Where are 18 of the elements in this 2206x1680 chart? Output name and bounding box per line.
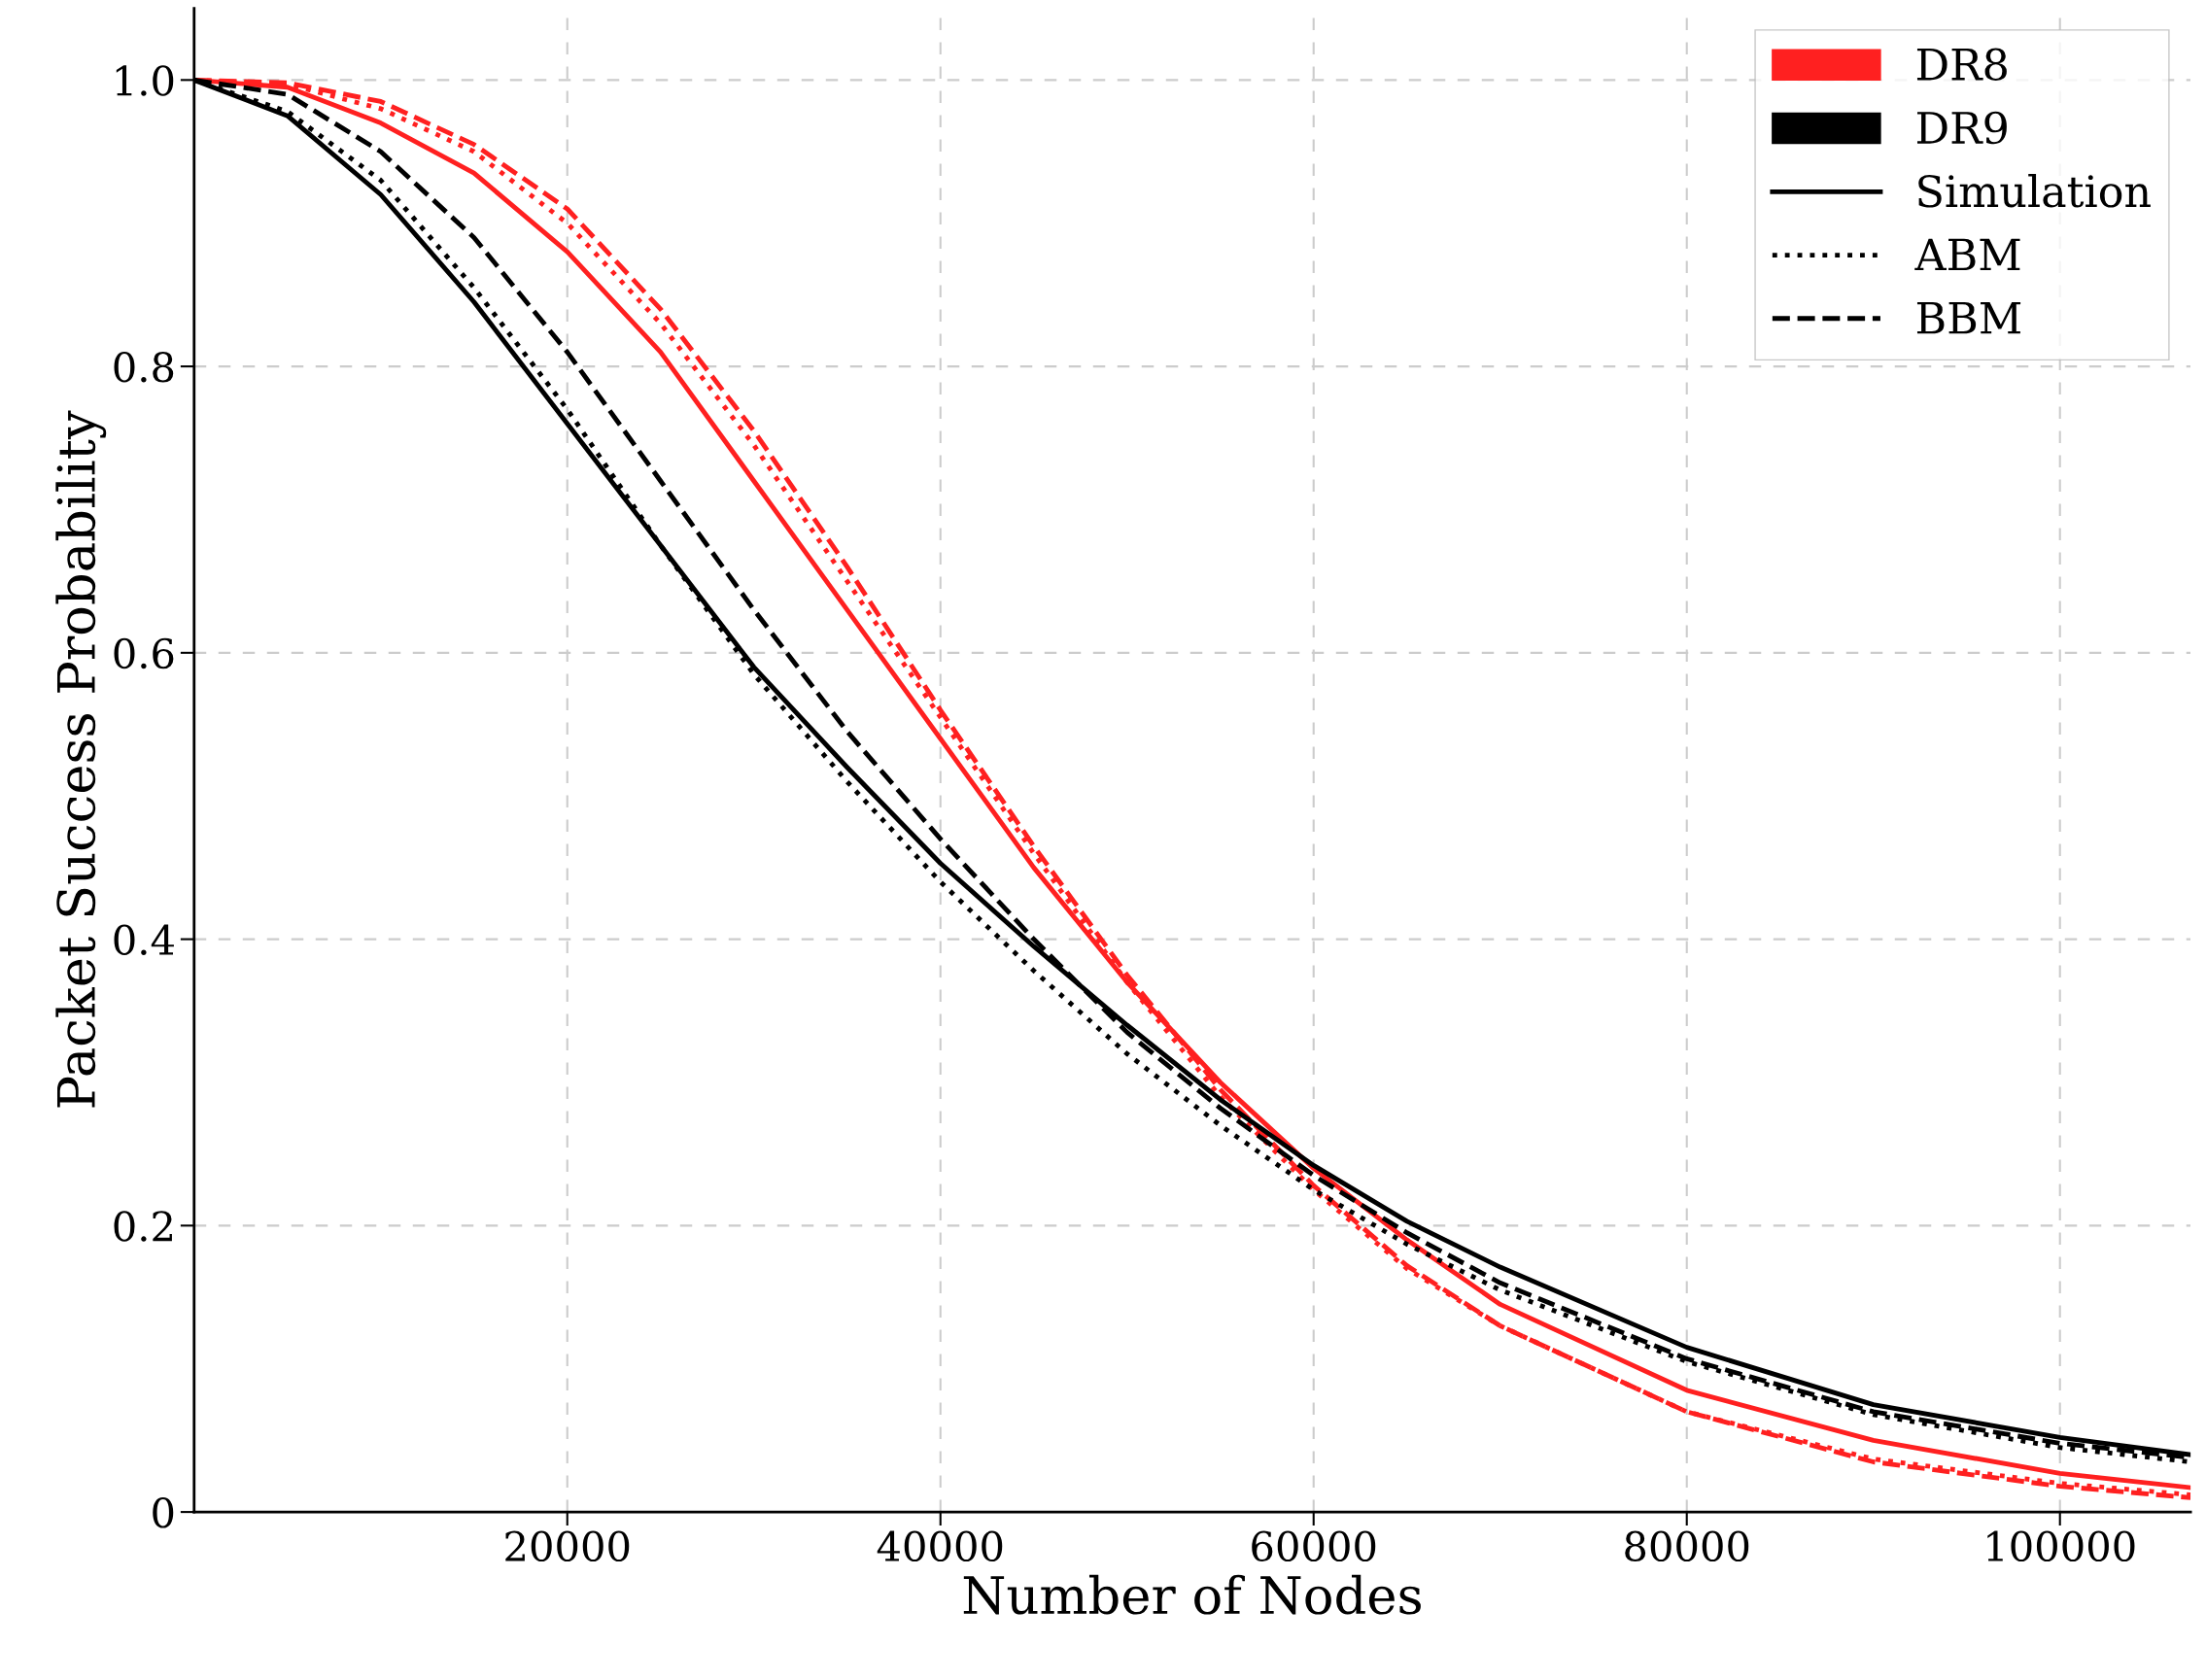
y-tick-label: 0 <box>153 1497 174 1528</box>
annotation: Simulation <box>1918 174 2151 208</box>
y-tick-label: 1.0 <box>116 65 174 96</box>
annotation: BBM <box>1916 301 2021 334</box>
y-axis-title: Packet Success Probability <box>55 410 107 1108</box>
y-tick-label: 0.4 <box>114 924 174 956</box>
x-axis-title: Number of Nodes <box>963 1574 1421 1615</box>
legend-label: DR8 <box>1916 48 2007 82</box>
annotation: ABM <box>1914 238 2020 271</box>
x-tick-label: 60000 <box>1252 1530 1376 1562</box>
legend-label: DR9 <box>1916 111 2007 145</box>
x-tick-label: 20000 <box>505 1530 630 1562</box>
x-tick-label: 100000 <box>1987 1530 2135 1562</box>
x-tick-label: 80000 <box>1625 1530 1749 1562</box>
y-tick-label: 0.6 <box>114 637 174 669</box>
x-tick-label: 40000 <box>877 1530 1003 1562</box>
y-tick-label: 0.2 <box>114 1211 172 1242</box>
y-tick-label: 0.8 <box>114 351 174 383</box>
